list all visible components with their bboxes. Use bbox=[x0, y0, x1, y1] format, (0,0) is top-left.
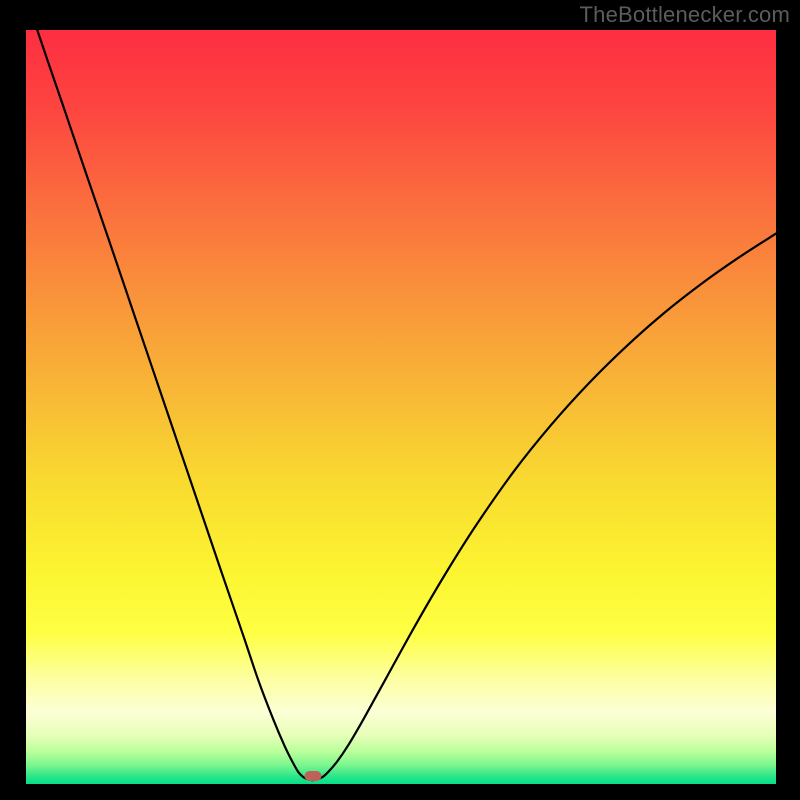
watermark-text: TheBottlenecker.com bbox=[580, 2, 790, 28]
plot-area bbox=[26, 30, 776, 784]
bottleneck-curve bbox=[26, 30, 776, 784]
optimum-marker bbox=[304, 771, 321, 781]
chart-frame: TheBottlenecker.com bbox=[0, 0, 800, 800]
